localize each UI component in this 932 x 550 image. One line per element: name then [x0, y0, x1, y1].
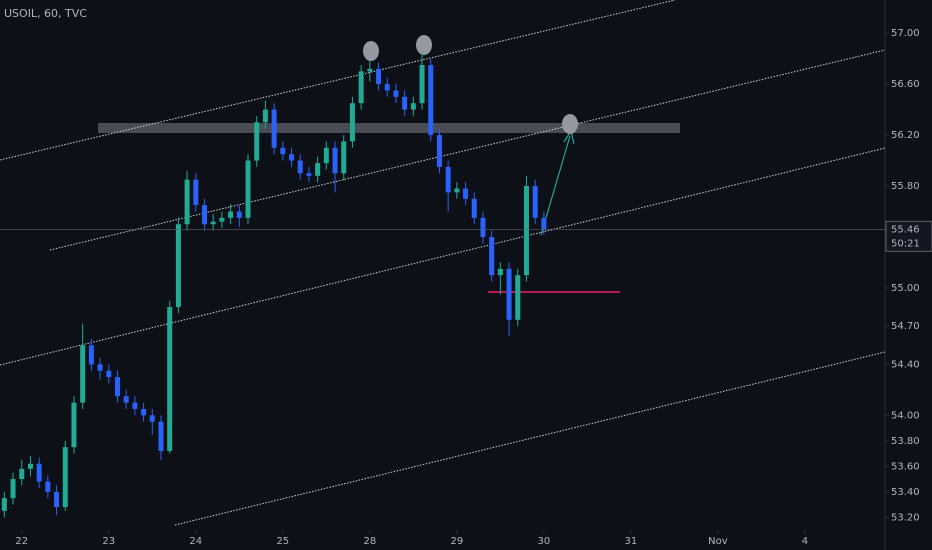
candle-body — [471, 198, 477, 218]
x-tick-label: 22 — [15, 536, 28, 547]
candle-body — [497, 268, 503, 276]
candle-body — [80, 345, 86, 403]
candle-body — [280, 147, 286, 155]
candle-body — [19, 468, 25, 480]
candle-body — [271, 109, 277, 148]
candle-body — [393, 90, 399, 97]
y-tick-label: 55.80 — [891, 181, 920, 192]
x-tick-label: 29 — [450, 536, 463, 547]
x-tick-label: Nov — [708, 536, 728, 547]
candle-body — [36, 463, 42, 482]
candle-body — [523, 186, 529, 276]
resistance-zone — [98, 123, 680, 133]
y-tick-label: 53.20 — [891, 512, 920, 523]
price-tag — [885, 220, 932, 252]
candle-body — [463, 188, 469, 199]
candle-body — [367, 68, 373, 72]
y-tick-label: 53.60 — [891, 461, 920, 472]
candle-body — [1, 498, 7, 511]
candle-body — [45, 481, 51, 492]
candle-body — [402, 96, 408, 110]
y-tick-label: 56.60 — [891, 79, 920, 90]
candle-body — [141, 408, 147, 416]
candle-body — [106, 370, 112, 378]
candle-body — [158, 421, 164, 452]
y-tick-label: 54.70 — [891, 321, 920, 332]
candle-body — [297, 160, 303, 174]
x-tick-label: 4 — [802, 536, 808, 547]
y-tick-label: 57.00 — [891, 28, 920, 39]
countdown: 50:21 — [891, 238, 920, 249]
trend-line — [0, 147, 886, 366]
candle-body — [532, 186, 538, 218]
candle-body — [289, 154, 295, 161]
y-tick-label: 56.20 — [891, 130, 920, 141]
y-tick-label: 53.80 — [891, 436, 920, 447]
candle-body — [71, 402, 77, 448]
candle-body — [419, 64, 425, 104]
candle-body — [27, 463, 33, 469]
candle-body — [323, 147, 329, 164]
candle-body — [436, 135, 442, 167]
candle-body — [123, 396, 129, 403]
x-tick-label: 31 — [625, 536, 638, 547]
candle-body — [10, 479, 16, 499]
candle-body — [62, 447, 68, 508]
candle-body — [428, 64, 434, 136]
y-tick-label: 53.40 — [891, 487, 920, 498]
candle-body — [149, 415, 155, 422]
candle-body — [480, 217, 486, 237]
candle-body — [184, 179, 190, 225]
candle-body — [454, 188, 460, 193]
candle-body — [97, 364, 103, 371]
x-tick-label: 23 — [102, 536, 115, 547]
marker-circle — [562, 114, 578, 134]
candle-body — [219, 217, 225, 222]
candle-body — [489, 236, 495, 276]
marker-circle — [363, 41, 379, 61]
candle-body — [236, 211, 242, 218]
x-tick-label: 25 — [276, 536, 289, 547]
candle-body — [358, 71, 364, 104]
candle-body — [341, 141, 347, 174]
candle-body — [167, 307, 173, 452]
candle-body — [515, 275, 521, 320]
candle-body — [210, 221, 216, 225]
x-tick-label: 28 — [363, 536, 376, 547]
candle-body — [262, 109, 268, 123]
candle-body — [193, 179, 199, 206]
candle-body — [201, 205, 207, 225]
candle-body — [254, 122, 260, 161]
candle-body — [132, 402, 138, 409]
candle-body — [332, 147, 338, 174]
x-tick-label: 24 — [189, 536, 202, 547]
candle-body — [245, 160, 251, 218]
candle-body — [114, 377, 120, 397]
marker-circle — [416, 35, 432, 55]
chart-title: USOIL, 60, TVC — [4, 7, 87, 20]
candle-body — [306, 173, 312, 176]
candle-body — [506, 268, 512, 320]
y-tick-label: 54.40 — [891, 359, 920, 370]
candle-body — [541, 217, 547, 230]
candle-body — [445, 166, 451, 193]
candle-body — [54, 491, 60, 508]
candle-body — [410, 103, 416, 110]
y-tick-label: 54.00 — [891, 410, 920, 421]
candle-body — [228, 211, 234, 218]
trend-line — [49, 49, 886, 251]
y-tick-label: 55.00 — [891, 283, 920, 294]
candle-body — [376, 68, 382, 85]
candle-body — [349, 103, 355, 142]
price-tag-label: 55.46 — [891, 224, 920, 235]
candle-body — [175, 224, 181, 308]
candle-body — [88, 345, 94, 365]
candle-body — [315, 163, 321, 176]
candle-body — [384, 84, 390, 91]
x-tick-label: 30 — [538, 536, 551, 547]
